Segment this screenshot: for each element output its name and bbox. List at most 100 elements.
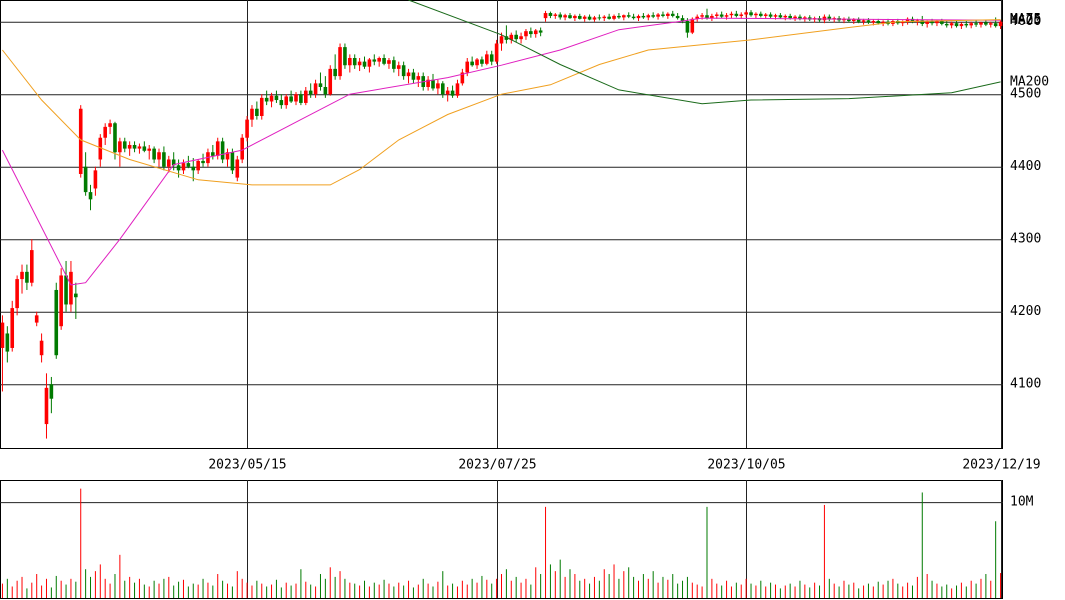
candle-body bbox=[235, 159, 240, 178]
volume-bar bbox=[652, 571, 654, 598]
candle-body bbox=[431, 79, 435, 89]
candle-body bbox=[861, 20, 866, 22]
candle-body bbox=[147, 148, 152, 151]
volume-bar bbox=[589, 583, 591, 598]
candle-body bbox=[876, 21, 881, 24]
candle-body bbox=[274, 95, 279, 101]
volume-bar bbox=[902, 586, 904, 598]
candle-body bbox=[670, 13, 675, 16]
volume-bar bbox=[691, 582, 693, 598]
volume-bar bbox=[354, 583, 356, 598]
volume-bar bbox=[701, 586, 703, 598]
volume-bar bbox=[574, 574, 576, 598]
volume-bar bbox=[432, 586, 434, 598]
volume-bar bbox=[163, 578, 165, 598]
volume-bar bbox=[559, 559, 561, 598]
candle-body bbox=[186, 163, 191, 167]
volume-bar bbox=[770, 582, 772, 598]
candle-body bbox=[34, 315, 39, 323]
candle-body bbox=[284, 96, 289, 106]
volume-bar bbox=[931, 580, 933, 598]
candle-body bbox=[445, 90, 450, 95]
candle-body bbox=[59, 275, 63, 327]
volume-bar bbox=[867, 583, 869, 598]
candle-body bbox=[489, 54, 494, 62]
candle-body bbox=[827, 16, 832, 20]
candle-body bbox=[382, 57, 386, 64]
volume-bar bbox=[603, 569, 605, 598]
volume-bar bbox=[138, 578, 140, 598]
volume-frame bbox=[0, 480, 1003, 599]
volume-bar bbox=[129, 576, 131, 598]
candle-body bbox=[993, 23, 998, 27]
volume-bar bbox=[41, 585, 43, 598]
candle-body bbox=[103, 126, 107, 138]
candle-body bbox=[959, 23, 964, 27]
volume-bar bbox=[173, 585, 175, 598]
x-tick-label: 2023/10/05 bbox=[707, 458, 785, 473]
candle-body bbox=[910, 18, 915, 22]
volume-bar bbox=[486, 579, 488, 598]
volume-bar bbox=[285, 582, 287, 598]
volume-bar bbox=[403, 585, 405, 598]
candle-body bbox=[20, 271, 24, 280]
volume-bar bbox=[696, 584, 698, 598]
candle-body bbox=[577, 15, 582, 19]
candle-body bbox=[641, 15, 646, 18]
candle-body bbox=[357, 61, 362, 66]
y-tick-label: 4100 bbox=[1010, 377, 1041, 392]
candle-body bbox=[230, 152, 235, 171]
candle-body bbox=[773, 15, 778, 17]
candle-body bbox=[524, 31, 528, 37]
candle-body bbox=[176, 165, 181, 171]
candle-body bbox=[631, 16, 636, 19]
volume-bar bbox=[584, 578, 586, 598]
candle-body bbox=[685, 21, 690, 33]
candle-body bbox=[754, 13, 758, 16]
candle-body bbox=[568, 15, 572, 19]
volume-bar bbox=[740, 584, 742, 598]
volume-bar bbox=[951, 588, 953, 598]
candle-body bbox=[744, 12, 748, 15]
volume-bar bbox=[26, 588, 28, 598]
volume-bar bbox=[491, 583, 493, 598]
volume-bar bbox=[368, 586, 370, 598]
volume-bar bbox=[926, 574, 928, 598]
candle-body bbox=[15, 279, 19, 309]
volume-bar bbox=[70, 578, 72, 598]
candle-body bbox=[362, 61, 367, 67]
volume-bar bbox=[647, 578, 649, 598]
candle-body bbox=[215, 141, 220, 156]
candle-body bbox=[465, 61, 470, 73]
candle-body bbox=[44, 387, 49, 425]
candle-body bbox=[871, 21, 876, 23]
candle-body bbox=[279, 100, 284, 106]
volume-bar bbox=[662, 576, 664, 598]
candle-body bbox=[318, 83, 323, 87]
candle-body bbox=[294, 94, 298, 102]
volume-bar bbox=[275, 579, 277, 598]
y-tick-label: 4300 bbox=[1010, 232, 1041, 247]
candle-body bbox=[930, 21, 934, 24]
volume-bar bbox=[1000, 573, 1002, 598]
volume-bar bbox=[814, 582, 816, 598]
volume-bar bbox=[412, 587, 414, 598]
volume-bar bbox=[315, 586, 317, 598]
volume-bar bbox=[227, 583, 229, 598]
candle-body bbox=[724, 15, 729, 17]
x-tick-label: 2023/05/15 bbox=[208, 458, 286, 473]
candle-body bbox=[798, 16, 802, 19]
volume-bar bbox=[339, 571, 341, 598]
candle-body bbox=[308, 90, 313, 95]
candle-body bbox=[592, 17, 597, 20]
volume-bar bbox=[447, 585, 449, 598]
candle-body bbox=[695, 16, 700, 19]
volume-bar bbox=[892, 578, 894, 598]
candle-body bbox=[499, 36, 504, 44]
volume-bar bbox=[212, 585, 214, 598]
candle-body bbox=[558, 14, 563, 18]
volume-bar bbox=[608, 574, 610, 598]
candle-body bbox=[162, 152, 166, 167]
candle-body bbox=[211, 152, 215, 156]
candle-body bbox=[377, 57, 381, 62]
